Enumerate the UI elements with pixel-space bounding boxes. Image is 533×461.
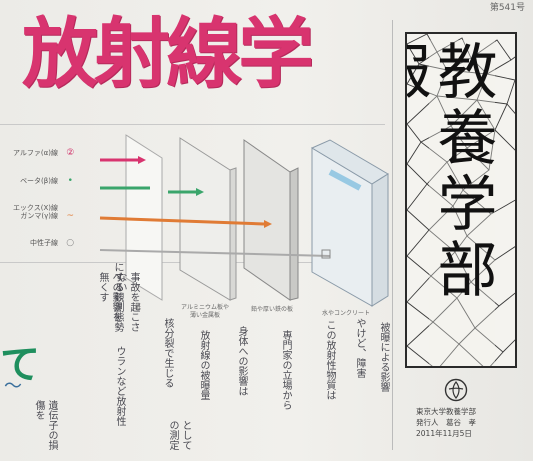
publisher-dept: 東京大学教養学部	[416, 407, 476, 416]
neutron-ray	[99, 249, 331, 257]
panel-label-water: 水やコンクリート	[321, 310, 370, 317]
text-column: としての測定結果	[167, 420, 191, 450]
text-column: にする観測態勢	[112, 262, 123, 332]
column-divider	[392, 20, 393, 450]
legend-beta: ベータ(β)線 •	[20, 176, 73, 186]
panel-label-paper: 紙	[134, 304, 141, 311]
publish-date: 2011年11月5日	[416, 429, 472, 438]
section-rule	[0, 124, 385, 125]
text-column: 専門家の立場から	[280, 330, 291, 410]
text-column: ウランなど放射性	[114, 346, 125, 426]
text-column: 核分裂で生じる	[162, 318, 173, 388]
text-column: への影響を無くす	[97, 272, 121, 322]
university-crest-icon	[444, 378, 468, 402]
text-column: 放射線の被曝量	[198, 330, 209, 400]
lead-sheet	[243, 139, 291, 301]
headline-fragment: て	[0, 342, 40, 388]
masthead-pattern	[407, 34, 515, 366]
publisher-name: 発行人 葛谷 孝	[416, 418, 476, 427]
wave-mark: 〜	[4, 376, 22, 397]
text-column: この放射性物質は	[324, 320, 335, 400]
gamma-ray	[99, 216, 265, 226]
water-block	[311, 147, 373, 307]
panel-label-lead: 鉛や厚い鉄の板	[250, 306, 293, 313]
legend-alpha: アルファ(α)線 ②	[12, 148, 75, 158]
text-column: 事故を起こさない	[115, 272, 139, 332]
text-column: 遺伝子の損傷を	[33, 400, 57, 450]
text-column: やけど、障害	[354, 318, 365, 378]
publisher-info: 東京大学教養学部 発行人 葛谷 孝 2011年11月5日	[416, 406, 526, 439]
issue-number: 第541号	[489, 3, 525, 13]
text-column: 身体への影響は	[236, 326, 247, 396]
aluminum-sheet	[179, 137, 231, 301]
legend-xray-gamma: エックス(X)線 ガンマ(γ)線 ~	[12, 204, 74, 221]
panel-label-aluminum: アルミニウム板や 薄い金属板	[181, 304, 229, 319]
text-column: 被曝による影響	[378, 322, 389, 392]
headline: 放射線学	[22, 9, 314, 98]
legend-neutron: 中性子線 ○	[30, 238, 75, 248]
masthead-title: 教養学部報	[407, 40, 497, 366]
masthead: 教養学部報	[405, 32, 517, 368]
